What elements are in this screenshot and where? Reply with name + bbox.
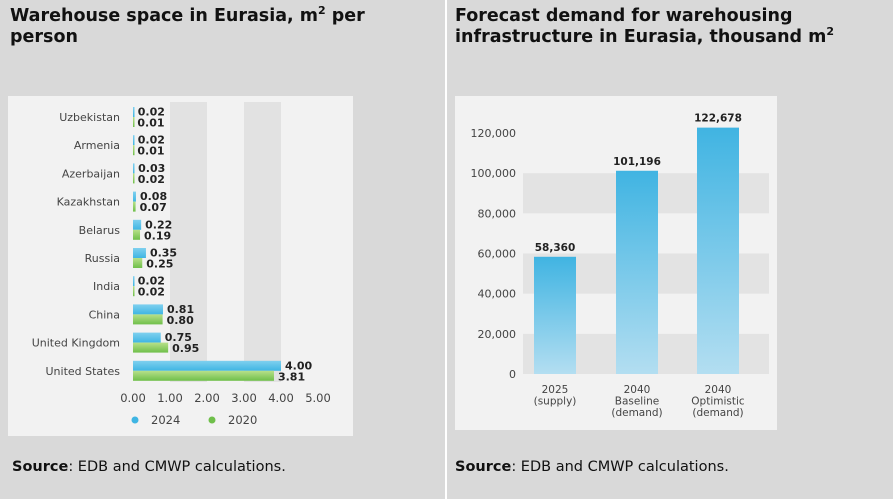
legend-label-2020: 2020: [228, 413, 257, 427]
bar-2020: [133, 370, 274, 381]
column-value-label: 101,196: [613, 156, 661, 168]
right-source-note: Source: EDB and CMWP calculations.: [455, 459, 729, 475]
value-label-2024: 0.75: [165, 331, 192, 344]
bar-2020: [133, 314, 163, 325]
x-tick-label: 2.00: [194, 391, 220, 405]
value-label-2020: 0.01: [137, 145, 164, 158]
x-tick-label: 3.00: [231, 391, 257, 405]
value-label-2020: 0.95: [172, 342, 199, 355]
category-label: 2025: [542, 384, 569, 396]
column-chart: 0 20,000 40,000 60,000 80,000 100,000 120,000 5…: [471, 113, 769, 419]
column-bar: [534, 256, 576, 374]
column-value-label: 122,678: [694, 113, 742, 125]
category-label: 2040: [624, 384, 651, 396]
bar-2020: [133, 173, 135, 184]
category-label: China: [89, 308, 120, 321]
y-tick-label: 80,000: [478, 207, 517, 220]
bar-2024: [133, 332, 161, 343]
legend-swatch-2020: [208, 416, 216, 424]
category-label: Azerbaijan: [62, 167, 120, 180]
panel-divider: [445, 0, 447, 499]
bar-2020: [133, 286, 135, 297]
value-label-2024: 0.03: [138, 162, 165, 175]
legend-label-2024: 2024: [151, 413, 180, 427]
category-label: (demand): [611, 407, 662, 419]
y-tick-label: 20,000: [478, 328, 517, 341]
column-bar: [697, 127, 739, 375]
x-tick-label: 0.00: [120, 391, 146, 405]
category-label: Belarus: [79, 224, 121, 237]
bar-2024: [133, 360, 281, 371]
bar-2024: [133, 304, 163, 315]
x-tick-label: 5.00: [305, 391, 331, 405]
category-label: (supply): [534, 396, 577, 408]
left-source-note: Source: EDB and CMWP calculations.: [12, 459, 286, 475]
value-label-2020: 3.81: [278, 370, 305, 383]
right-chart-area: 0 20,000 40,000 60,000 80,000 100,000 120,000 5…: [455, 96, 777, 430]
bar-2020: [133, 258, 143, 268]
value-label-2020: 0.19: [144, 229, 171, 242]
column-value-label: 58,360: [535, 242, 576, 254]
x-tick-label: 1.00: [157, 391, 183, 405]
value-label-2024: 0.02: [138, 275, 165, 288]
right-chart-title: Forecast demand for warehousing infrastr…: [455, 6, 835, 47]
bar-2024: [133, 248, 146, 258]
bar-2020: [133, 342, 169, 353]
value-label-2024: 0.81: [167, 303, 194, 316]
value-label-2024: 0.35: [150, 247, 177, 260]
left-chart-title: Warehouse space in Eurasia, m2 per perso…: [10, 4, 365, 47]
bar-2024: [133, 191, 136, 202]
column-bar: [616, 170, 658, 374]
value-label-2020: 0.80: [167, 314, 194, 327]
category-label: Uzbekistan: [59, 111, 120, 124]
bar-2024: [133, 276, 135, 287]
category-label: 2040: [705, 384, 732, 396]
value-label-2024: 0.02: [138, 134, 165, 147]
category-label: (demand): [692, 407, 743, 419]
y-tick-label: 60,000: [478, 248, 517, 261]
y-tick-label: 100,000: [471, 167, 517, 180]
value-label-2020: 0.01: [137, 117, 164, 130]
category-label: Baseline: [615, 396, 660, 408]
bar-2020: [133, 229, 141, 240]
value-label-2024: 0.08: [140, 190, 167, 203]
y-tick-label: 0: [509, 368, 516, 381]
bar-2024: [133, 219, 142, 230]
category-label: India: [93, 280, 120, 293]
bar-2020: [133, 117, 135, 127]
grid-band: [170, 102, 207, 382]
value-label-2020: 0.02: [138, 173, 165, 186]
left-panel: Warehouse space in Eurasia, m2 per perso…: [0, 0, 446, 499]
value-label-2020: 0.02: [138, 286, 165, 299]
value-label-2024: 0.22: [145, 218, 172, 231]
x-tick-label: 4.00: [268, 391, 294, 405]
y-tick-label: 40,000: [478, 288, 517, 301]
bar-2020: [133, 145, 135, 156]
bar-2020: [133, 201, 136, 212]
value-label-2024: 4.00: [285, 359, 312, 372]
right-panel: Forecast demand for warehousing infrastr…: [447, 0, 893, 499]
category-label: Kazakhstan: [57, 196, 120, 209]
category-label: Russia: [85, 252, 120, 265]
category-label: Optimistic: [691, 396, 745, 408]
legend-swatch-2024: [131, 416, 139, 424]
value-label-2020: 0.25: [146, 258, 173, 271]
category-label: United States: [46, 365, 121, 378]
category-label: United Kingdom: [32, 337, 120, 350]
grid-band: [244, 102, 281, 382]
bar-2024: [133, 135, 135, 146]
left-chart-area: Uzbekistan 0.02 0.01 Armenia 0.02 0.01 Azerbai…: [8, 96, 353, 436]
value-label-2024: 0.02: [138, 106, 165, 119]
bar-2024: [133, 107, 135, 117]
y-tick-label: 120,000: [471, 127, 517, 140]
value-label-2020: 0.07: [140, 201, 167, 214]
bar-2024: [133, 163, 135, 174]
category-label: Armenia: [74, 139, 120, 152]
